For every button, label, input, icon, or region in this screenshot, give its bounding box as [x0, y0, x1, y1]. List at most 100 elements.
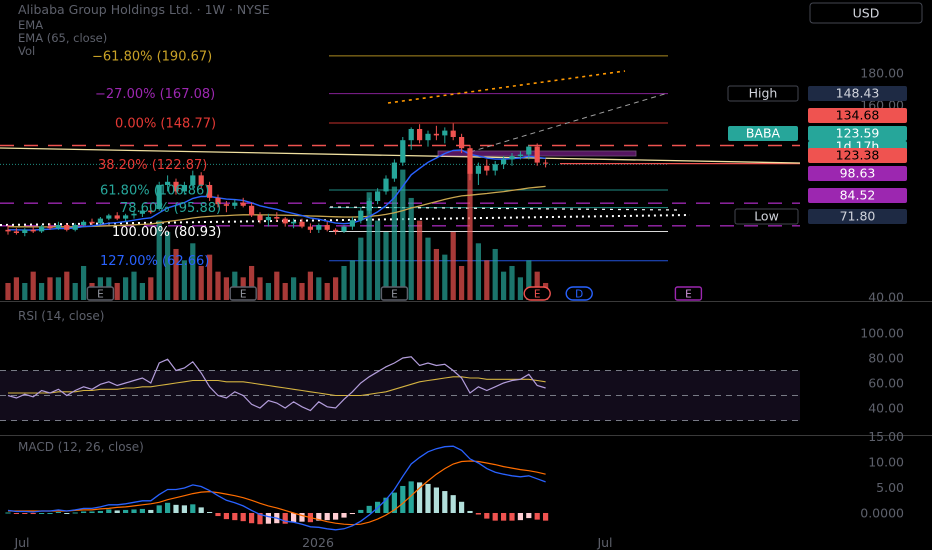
candle-body[interactable] [316, 225, 322, 230]
grey-dashed-channel[interactable] [469, 92, 669, 153]
candle-body[interactable] [375, 191, 381, 201]
event-marker-label[interactable]: D [575, 289, 583, 301]
candle-body[interactable] [526, 146, 532, 155]
candle-body[interactable] [383, 178, 389, 192]
candle-body[interactable] [106, 215, 112, 219]
event-marker-dividend[interactable] [565, 286, 593, 301]
candle-body[interactable] [358, 210, 364, 221]
candle-body[interactable] [5, 229, 11, 232]
candle-body[interactable] [207, 185, 213, 198]
candle-body[interactable] [442, 130, 448, 136]
badge-low-label-text[interactable]: Low [754, 209, 779, 224]
candle-body[interactable] [349, 220, 355, 227]
candle-body[interactable] [39, 226, 45, 232]
macd-signal-line[interactable] [8, 460, 546, 526]
badge-level-98[interactable] [808, 166, 907, 181]
candle-body[interactable] [543, 162, 549, 164]
event-marker-label[interactable]: E [97, 289, 104, 301]
currency-button-frame[interactable] [809, 2, 923, 24]
candle-body[interactable] [324, 225, 330, 230]
badge-level-98-text[interactable]: 98.63 [840, 166, 876, 181]
candle-body[interactable] [433, 133, 439, 136]
candle-body[interactable] [249, 205, 255, 216]
legend-volume[interactable]: Vol [18, 44, 35, 58]
badge-level-123[interactable] [808, 148, 907, 163]
badge-last-price-text[interactable]: 123.59 [836, 126, 880, 141]
candle-body[interactable] [30, 229, 36, 232]
candle-body[interactable] [223, 204, 229, 206]
candle-body[interactable] [509, 156, 515, 160]
candle-body[interactable] [366, 201, 372, 211]
long-trendline[interactable] [0, 147, 801, 164]
candle-body[interactable] [13, 231, 19, 233]
candle-body[interactable] [47, 226, 53, 229]
candle-body[interactable] [450, 130, 456, 137]
candle-body[interactable] [232, 202, 238, 206]
candle-body[interactable] [501, 159, 507, 165]
event-marker-label[interactable]: E [391, 289, 398, 301]
candle-body[interactable] [299, 221, 305, 227]
candle-body[interactable] [190, 175, 196, 185]
candle-body[interactable] [408, 129, 414, 141]
candle-body[interactable] [291, 221, 297, 224]
rsi-ma-line[interactable] [8, 376, 546, 397]
event-marker-earnings[interactable] [86, 286, 115, 301]
event-marker-label[interactable]: E [240, 289, 247, 301]
legend-ema-65[interactable]: EMA (65, close) [18, 31, 107, 45]
badge-level-84[interactable] [808, 188, 907, 203]
badge-symbol-label[interactable] [728, 126, 798, 141]
candle-body[interactable] [400, 140, 406, 163]
badge-high-label[interactable] [727, 85, 799, 102]
badge-level-123-text[interactable]: 123.38 [836, 148, 880, 163]
rsi-line[interactable] [7, 356, 546, 412]
ema-fast-line[interactable] [8, 149, 546, 231]
badge-low-value-text[interactable]: 71.80 [840, 209, 876, 224]
candle-body[interactable] [22, 229, 28, 233]
badge-symbol-label-text[interactable]: BABA [746, 126, 781, 141]
candle-body[interactable] [131, 213, 137, 216]
candle-body[interactable] [240, 202, 246, 206]
candle-body[interactable] [425, 133, 431, 141]
candle-body[interactable] [148, 210, 154, 213]
currency-button-label[interactable]: USD [853, 6, 880, 21]
candle-body[interactable] [89, 221, 95, 224]
legend-ema[interactable]: EMA [18, 18, 43, 32]
candle-body[interactable] [257, 215, 263, 221]
badge-last-price[interactable] [808, 126, 907, 141]
candle-body[interactable] [123, 215, 129, 219]
badge-level-84-text[interactable]: 84.52 [840, 188, 876, 203]
candle-body[interactable] [198, 175, 204, 185]
badge-high-value-text[interactable]: 148.43 [836, 86, 880, 101]
event-marker-earnings-upcoming[interactable] [523, 286, 551, 301]
candle-body[interactable] [139, 210, 145, 214]
candle-body[interactable] [274, 217, 280, 219]
event-marker-label[interactable]: E [534, 289, 541, 301]
macd-line[interactable] [7, 445, 546, 531]
badge-level-134-text[interactable]: 134.68 [836, 108, 880, 123]
badge-high-label-text[interactable]: High [749, 86, 778, 101]
candle-body[interactable] [173, 181, 179, 192]
candle-body[interactable] [282, 218, 288, 224]
event-marker-label[interactable]: E [685, 289, 692, 301]
badge-level-134[interactable] [808, 108, 907, 123]
macd-title[interactable]: MACD (12, 26, close) [18, 440, 144, 454]
candle-body[interactable] [534, 146, 540, 163]
candle-body[interactable] [72, 225, 78, 230]
currency-button[interactable]: USD [809, 2, 923, 24]
rsi-title[interactable]: RSI (14, close) [18, 309, 104, 323]
badge-high-value[interactable] [808, 86, 907, 101]
candle-body[interactable] [341, 226, 347, 232]
candle-body[interactable] [97, 218, 103, 224]
candle-body[interactable] [333, 229, 339, 232]
candle-body[interactable] [181, 185, 187, 192]
candle-body[interactable] [417, 129, 423, 141]
candle-body[interactable] [492, 164, 498, 171]
candle-body[interactable] [215, 197, 221, 205]
candle-body[interactable] [307, 226, 313, 230]
candle-body[interactable] [459, 137, 465, 149]
candle-body[interactable] [517, 154, 523, 157]
candle-body[interactable] [55, 225, 61, 229]
candle-body[interactable] [156, 185, 162, 209]
badge-low-value[interactable] [808, 209, 907, 224]
